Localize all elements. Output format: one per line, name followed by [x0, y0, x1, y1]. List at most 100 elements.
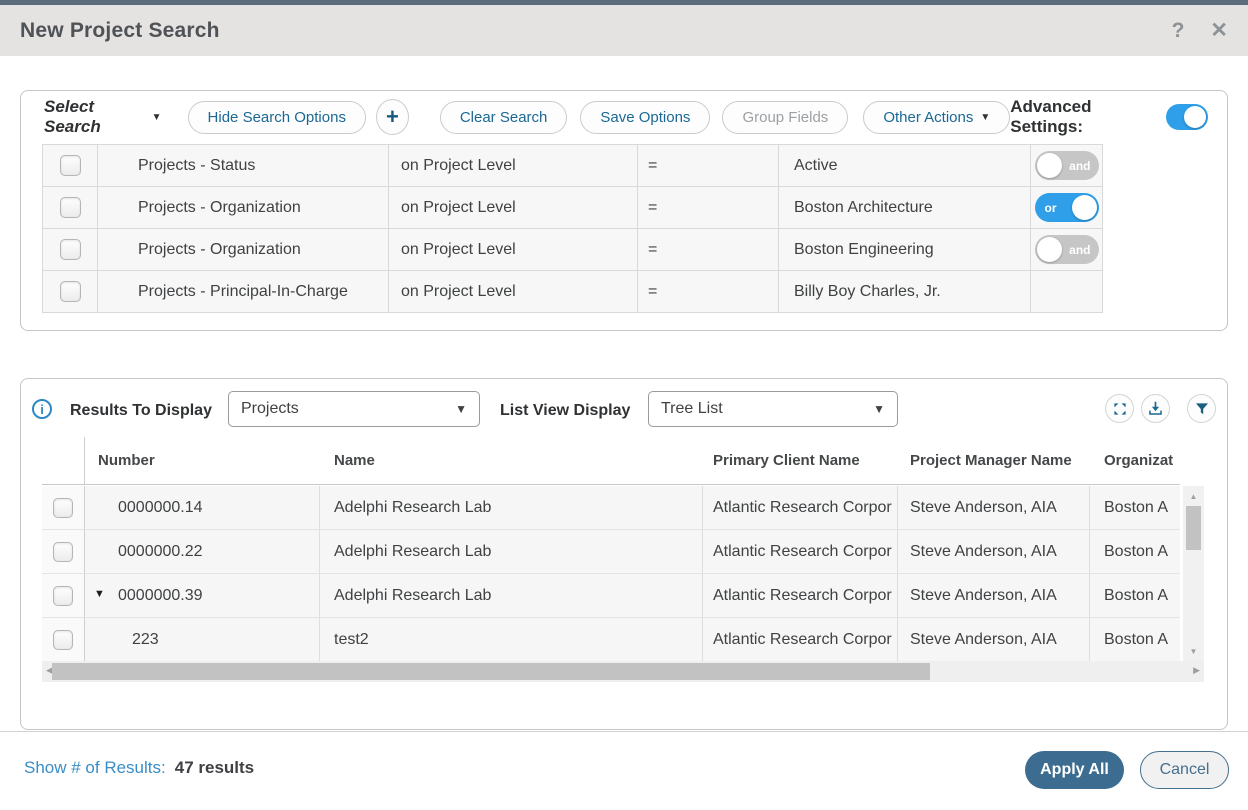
cell-organization: Boston A: [1104, 542, 1169, 560]
criteria-row-checkbox[interactable]: [59, 281, 81, 302]
page-title: New Project Search: [20, 18, 220, 42]
criteria-join-cell: and: [1031, 229, 1103, 271]
table-row[interactable]: ▼ 0000000.39 Adelphi Research Lab Atlant…: [42, 574, 1180, 618]
criteria-field[interactable]: Projects - Principal-In-Charge: [98, 271, 389, 313]
row-checkbox[interactable]: [53, 497, 73, 518]
criteria-operator[interactable]: =: [638, 271, 779, 313]
group-fields-button[interactable]: Group Fields: [722, 100, 849, 134]
save-options-button[interactable]: Save Options: [580, 100, 711, 134]
cell-project-manager: Steve Anderson, AIA: [898, 618, 1090, 661]
advanced-settings-toggle[interactable]: [1165, 104, 1208, 130]
column-header-organization[interactable]: Organizat: [1104, 452, 1174, 469]
download-results-button[interactable]: [1141, 394, 1170, 423]
toggle-knob: [1036, 153, 1062, 178]
criteria-row: Projects - Organization on Project Level…: [43, 229, 1103, 271]
column-header-project-manager[interactable]: Project Manager Name: [910, 452, 1072, 469]
criteria-row-checkbox[interactable]: [59, 239, 81, 260]
criteria-value[interactable]: Boston Engineering: [779, 229, 1031, 271]
horizontal-scrollbar-thumb[interactable]: [52, 663, 930, 680]
filter-results-button[interactable]: [1187, 394, 1216, 423]
expand-results-button[interactable]: [1105, 394, 1134, 423]
cell-number: 223: [85, 618, 320, 661]
toggle-knob: [1184, 106, 1206, 128]
criteria-applies-level[interactable]: on Project Level: [389, 271, 638, 313]
criteria-field[interactable]: Projects - Organization: [98, 187, 389, 229]
criteria-value[interactable]: Billy Boy Charles, Jr.: [779, 271, 1031, 313]
row-checkbox[interactable]: [53, 541, 73, 562]
cell-primary-client: Atlantic Research Corpor: [703, 486, 898, 529]
list-view-display-dropdown[interactable]: Tree List ▼: [648, 391, 898, 427]
cell-project-manager: Steve Anderson, AIA: [898, 486, 1090, 529]
criteria-join-cell: [1031, 271, 1103, 313]
criteria-operator[interactable]: =: [638, 229, 779, 271]
row-checkbox[interactable]: [53, 629, 73, 650]
criteria-checkbox-cell: [43, 187, 98, 229]
vertical-scrollbar-thumb[interactable]: [1186, 506, 1201, 550]
number-value: 223: [132, 630, 159, 648]
column-header-primary-client[interactable]: Primary Client Name: [713, 452, 860, 469]
criteria-value[interactable]: Active: [779, 145, 1031, 187]
scroll-up-icon[interactable]: ▲: [1189, 492, 1198, 501]
other-actions-button[interactable]: Other Actions ▼: [863, 100, 1011, 134]
and-or-toggle[interactable]: and: [1034, 235, 1099, 264]
info-icon[interactable]: i: [32, 399, 52, 419]
expand-arrows-icon: [1113, 402, 1126, 415]
and-or-toggle[interactable]: or: [1034, 193, 1099, 222]
help-icon[interactable]: ?: [1171, 19, 1185, 42]
criteria-join-cell: and: [1031, 145, 1103, 187]
toggle-label: or: [1044, 200, 1057, 215]
close-icon[interactable]: ✕: [1210, 19, 1228, 42]
table-row[interactable]: 0000000.22 Adelphi Research Lab Atlantic…: [42, 530, 1180, 574]
table-row[interactable]: 223 test2 Atlantic Research Corpor Steve…: [42, 618, 1180, 662]
criteria-applies-level[interactable]: on Project Level: [389, 187, 638, 229]
cell-number: 0000000.14: [85, 486, 320, 529]
toggle-knob: [1036, 237, 1062, 262]
criteria-value[interactable]: Boston Architecture: [779, 187, 1031, 229]
cell-primary-client: Atlantic Research Corpor: [703, 574, 898, 617]
criteria-checkbox-cell: [43, 229, 98, 271]
scroll-down-icon[interactable]: ▼: [1189, 647, 1198, 656]
cell-name: test2: [320, 618, 703, 661]
chevron-down-icon: ▼: [455, 402, 467, 416]
chevron-down-icon: ▼: [873, 402, 885, 416]
criteria-applies-level[interactable]: on Project Level: [389, 145, 638, 187]
criteria-field[interactable]: Projects - Organization: [98, 229, 389, 271]
results-to-display-label: Results To Display: [70, 402, 212, 419]
table-row[interactable]: 0000000.14 Adelphi Research Lab Atlantic…: [42, 486, 1180, 530]
apply-all-button[interactable]: Apply All: [1025, 751, 1124, 789]
show-results-link[interactable]: Show # of Results:: [24, 758, 166, 777]
criteria-field[interactable]: Projects - Status: [98, 145, 389, 187]
download-icon: [1149, 401, 1162, 415]
cell-project-manager: Steve Anderson, AIA: [898, 574, 1090, 617]
search-criteria-table: Projects - Status on Project Level = Act…: [42, 144, 1103, 313]
number-value: 0000000.39: [118, 586, 203, 604]
results-count: 47 results: [174, 758, 255, 777]
criteria-row-checkbox[interactable]: [59, 197, 81, 218]
number-value: 0000000.14: [118, 498, 203, 516]
clear-search-button[interactable]: Clear Search: [439, 100, 568, 134]
hide-search-options-button[interactable]: Hide Search Options: [187, 100, 366, 134]
tree-expander-icon[interactable]: ▼: [94, 588, 105, 600]
row-checkbox-cell: [42, 574, 85, 617]
scroll-right-icon[interactable]: ▶: [1193, 665, 1200, 675]
add-search-field-button[interactable]: +: [375, 99, 409, 135]
column-header-number[interactable]: Number: [98, 452, 155, 469]
select-search-dropdown[interactable]: Select Search ▼: [44, 97, 162, 137]
cancel-button[interactable]: Cancel: [1140, 751, 1229, 789]
criteria-row-checkbox[interactable]: [59, 155, 81, 176]
cell-number: 0000000.22: [85, 530, 320, 573]
row-checkbox[interactable]: [53, 585, 73, 606]
and-or-toggle[interactable]: and: [1034, 151, 1099, 180]
column-header-name[interactable]: Name: [334, 452, 375, 469]
advanced-settings-label: Advanced Settings:: [1010, 97, 1092, 136]
vertical-scrollbar[interactable]: ▲ ▼: [1183, 486, 1204, 662]
criteria-operator[interactable]: =: [638, 145, 779, 187]
criteria-applies-level[interactable]: on Project Level: [389, 229, 638, 271]
scroll-left-icon[interactable]: ◀: [46, 665, 53, 675]
search-toolbar: Select Search ▼ Hide Search Options + Cl…: [44, 97, 1208, 137]
results-to-display-dropdown[interactable]: Projects ▼: [228, 391, 480, 427]
row-checkbox-cell: [42, 618, 85, 661]
horizontal-scrollbar[interactable]: ◀ ▶: [42, 661, 1204, 682]
select-search-label: Select Search: [44, 97, 101, 136]
criteria-operator[interactable]: =: [638, 187, 779, 229]
